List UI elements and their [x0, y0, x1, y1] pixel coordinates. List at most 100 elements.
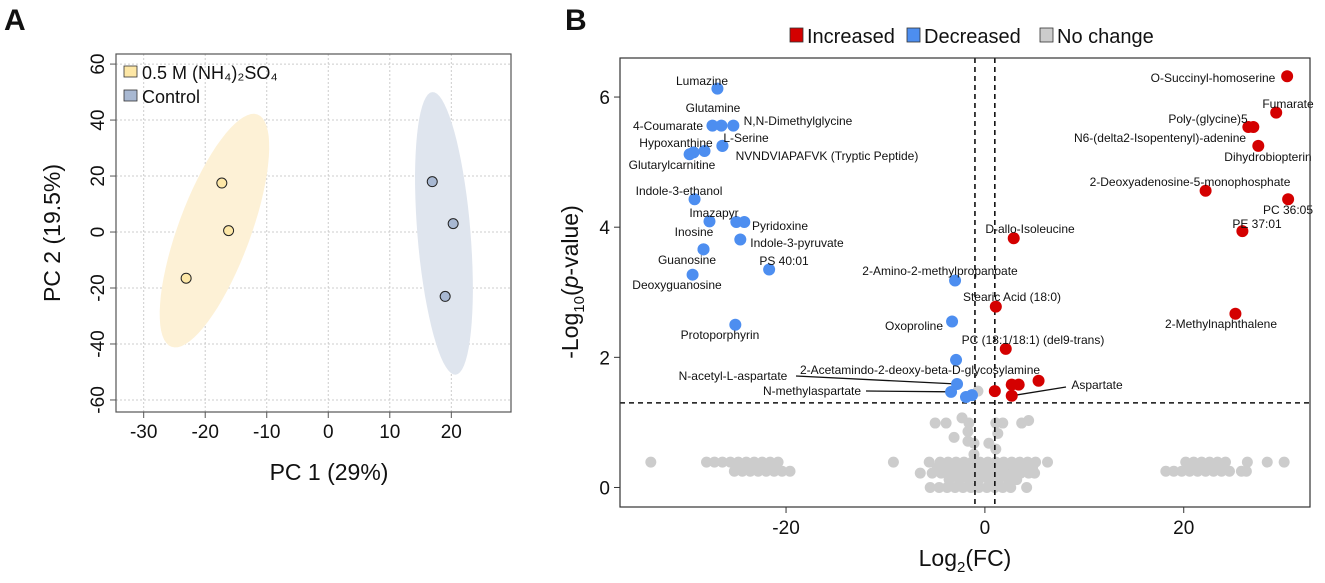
- pca-frame: [115, 53, 512, 413]
- no-change-point: [732, 456, 744, 468]
- point-label: Indole-3-ethanol: [636, 184, 723, 198]
- point-label: 2-Acetamindo-2-deoxy-beta-D-glycosylamin…: [800, 363, 1040, 377]
- point-label: N-acetyl-L-aspartate: [679, 369, 788, 383]
- no-change-point: [929, 417, 941, 429]
- increased-point: [1281, 70, 1294, 83]
- legend-swatch-control: [123, 89, 138, 102]
- no-change-point: [949, 481, 961, 493]
- increased-point: [1007, 232, 1020, 245]
- no-change-point: [963, 417, 975, 429]
- point-label: Lumazine: [676, 74, 728, 88]
- point-label: O-Succinyl-homoserine: [1151, 71, 1276, 85]
- point-label: PE 37:01: [1232, 217, 1282, 231]
- pca-legend: 0.5 M (NH₄)₂SO₄ Control: [123, 63, 278, 107]
- x-title-part: (FC): [965, 545, 1011, 571]
- no-change-point: [1219, 456, 1231, 468]
- point-label: 2-Deoxyadenosine-5-monophosphate: [1090, 175, 1291, 189]
- legend-swatch-treated: [123, 65, 138, 78]
- no-change-point: [1212, 456, 1224, 468]
- no-change-point: [1176, 465, 1188, 477]
- point-label: 2-Amino-2-methylpropanoate: [862, 264, 1018, 278]
- no-change-point: [1188, 456, 1200, 468]
- no-change-point: [768, 465, 780, 477]
- no-change-point: [748, 456, 760, 468]
- decreased-point: [734, 233, 747, 246]
- panel-label-b: B: [565, 4, 587, 37]
- no-change-point: [923, 456, 935, 468]
- legend-label-2: No change: [1057, 26, 1154, 48]
- no-change-point: [1192, 465, 1204, 477]
- y-tick-label: 40: [88, 109, 109, 130]
- no-change-point: [724, 456, 736, 468]
- decreased-point: [688, 193, 701, 206]
- no-change-point: [1011, 474, 1023, 486]
- pca-point-0: [223, 225, 235, 237]
- y-tick-label: -40: [88, 330, 109, 357]
- decreased-point: [949, 274, 962, 287]
- no-change-point: [756, 456, 768, 468]
- no-change-point: [924, 481, 936, 493]
- no-change-point: [728, 465, 740, 477]
- increased-point: [989, 300, 1002, 313]
- no-change-point: [776, 465, 788, 477]
- y-tick-label: 0: [599, 478, 610, 499]
- point-label: Poly-(glycine)5: [1168, 112, 1248, 126]
- no-change-point: [989, 481, 1001, 493]
- legend-swatch-0: [789, 27, 804, 43]
- decreased-point: [965, 389, 978, 402]
- no-change-point: [981, 481, 993, 493]
- no-change-point: [957, 481, 969, 493]
- point-label: NVNDVIAPAFVK (Tryptic Peptide): [736, 149, 919, 163]
- no-change-point: [1278, 456, 1290, 468]
- panel-label-a: A: [4, 4, 26, 37]
- point-label: D-allo-Isoleucine: [985, 222, 1075, 236]
- no-change-point: [752, 465, 764, 477]
- point-label: Fumarate: [1262, 97, 1314, 111]
- volcano-legend: Increased Decreased No change: [789, 26, 1154, 48]
- point-label: Glutarylcarnitine: [629, 158, 716, 172]
- point-label: Guanosine: [658, 253, 716, 267]
- increased-point: [1247, 120, 1260, 133]
- point-label: 4-Coumarate: [633, 119, 703, 133]
- no-change-point: [926, 467, 938, 479]
- volcano-y-axis-title: -Log10(p-value): [557, 205, 588, 359]
- significant-points: [683, 70, 1295, 404]
- decreased-point: [729, 318, 742, 331]
- no-change-point: [645, 456, 657, 468]
- decreased-point: [716, 139, 729, 152]
- y-title-sub: 10: [571, 296, 588, 313]
- x-tick-label: 0: [980, 518, 991, 539]
- increased-point: [1236, 225, 1249, 238]
- no-change-point: [1184, 465, 1196, 477]
- volcano-x-axis-title: Log2(FC): [919, 545, 1012, 576]
- no-change-point: [736, 465, 748, 477]
- increased-point: [1252, 139, 1265, 152]
- y-tick-label: 20: [88, 165, 109, 186]
- y-tick-label: 60: [88, 54, 109, 75]
- pca-y-axis-title: PC 2 (19.5%): [39, 164, 65, 302]
- point-label: Aspartate: [1071, 378, 1123, 392]
- pca-point-1: [426, 176, 438, 188]
- point-label: PC (18:1/18:1) (del9-trans): [962, 333, 1105, 347]
- pca-ticks: -30 -20 -10 0 10 20 -60 -40 -20 0 20 40 60: [88, 54, 462, 443]
- no-change-point: [973, 474, 985, 486]
- no-change-point: [887, 456, 899, 468]
- x-tick-label: 20: [1173, 518, 1194, 539]
- increased-point: [1032, 374, 1045, 387]
- y-title-part: -Log: [557, 313, 583, 359]
- point-label: Dihydrobiopterin: [1224, 150, 1311, 164]
- point-label: Hypoxanthine: [639, 136, 713, 150]
- no-change-point: [962, 426, 974, 438]
- no-change-point: [992, 427, 1004, 439]
- decreased-point: [706, 119, 719, 132]
- decreased-point: [687, 146, 700, 159]
- no-change-point: [744, 465, 756, 477]
- x-tick-label: -10: [253, 422, 280, 443]
- no-change-point: [1160, 465, 1172, 477]
- point-label: 2-Methylnaphthalene: [1165, 317, 1277, 331]
- point-label: Oxoproline: [885, 319, 943, 333]
- point-label: N-methylaspartate: [763, 384, 861, 398]
- y-tick-label: 6: [599, 88, 610, 109]
- no-change-point: [700, 456, 712, 468]
- no-change-point: [1241, 456, 1253, 468]
